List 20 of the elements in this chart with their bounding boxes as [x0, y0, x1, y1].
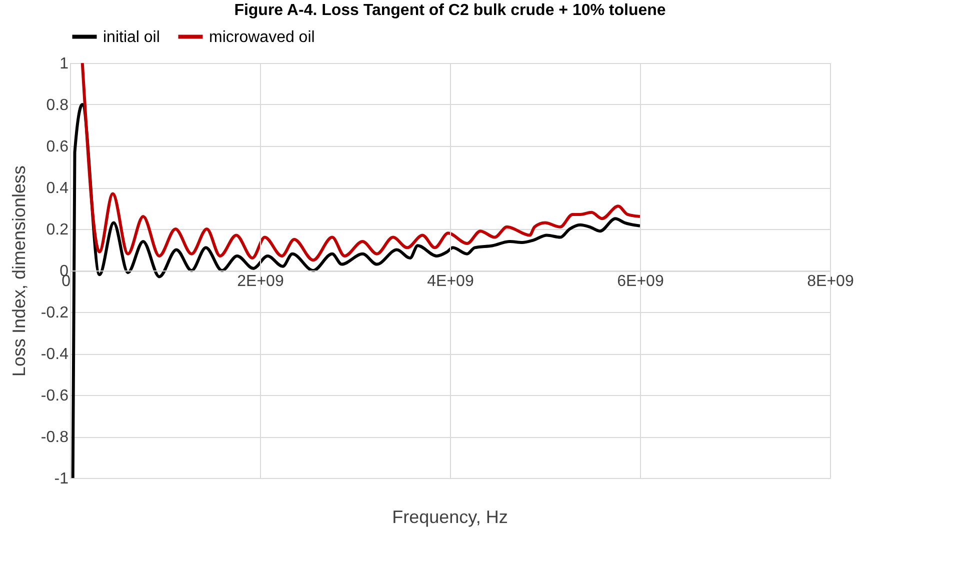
legend-label: microwaved oil — [209, 28, 315, 46]
y-tick-label: -1 — [54, 470, 69, 488]
legend-label: initial oil — [103, 28, 160, 46]
chart-title: Figure A-4. Loss Tangent of C2 bulk crude + 10% toluene — [234, 2, 666, 19]
y-tick-label: -0.8 — [40, 429, 69, 446]
y-tick-label: 0.6 — [46, 138, 69, 156]
y-axis-title: Loss Index, dimensionless — [8, 165, 29, 377]
x-axis-title: Frequency, Hz — [392, 507, 508, 527]
y-tick-label: -0.4 — [40, 346, 69, 363]
x-tick-label: 6E+09 — [617, 273, 664, 290]
y-tick-label: -0.2 — [40, 304, 69, 322]
line-series — [80, 63, 642, 262]
x-tick-label: 4E+09 — [427, 273, 474, 290]
y-tick-label: 0.2 — [46, 222, 69, 238]
y-tick-label: -0.6 — [40, 388, 69, 404]
x-tick-label: 2E+09 — [237, 273, 284, 290]
y-tick-label: 1 — [60, 56, 69, 72]
x-tick-label: 8E+09 — [807, 273, 854, 290]
y-tick-label: 0.8 — [46, 97, 69, 114]
y-tick-label: 0.4 — [46, 180, 69, 197]
